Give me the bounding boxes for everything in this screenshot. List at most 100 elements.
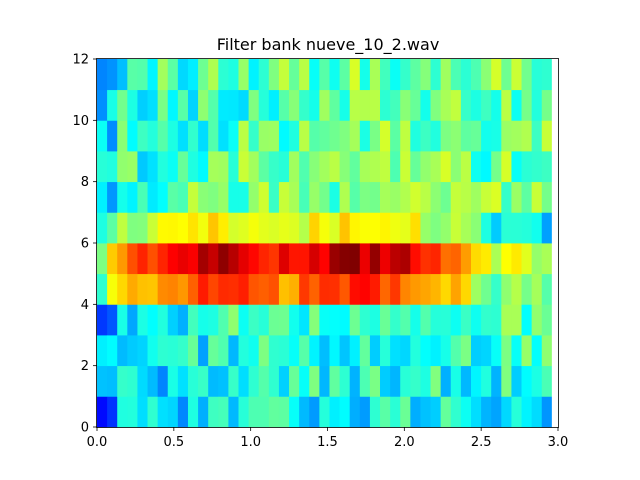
heatmap-cell <box>147 396 159 428</box>
heatmap-cell <box>299 59 310 91</box>
heatmap-cell <box>289 335 300 367</box>
heatmap-cell <box>450 304 462 336</box>
chart-title: Filter bank nueve_10_2.wav <box>217 35 440 55</box>
x-tick-label: 3.0 <box>548 435 569 450</box>
y-tick-label: 8 <box>81 175 89 190</box>
heatmap-cell <box>481 59 492 91</box>
heatmap-cell <box>440 181 452 213</box>
heatmap-cell <box>531 365 543 397</box>
heatmap-cell <box>440 304 452 336</box>
heatmap-cell <box>208 396 219 428</box>
heatmap-cell <box>450 181 462 213</box>
heatmap-cell <box>278 151 290 183</box>
heatmap-cell <box>137 212 148 244</box>
heatmap-cell <box>400 365 411 397</box>
heatmap-cell <box>420 243 431 275</box>
heatmap-cell <box>460 212 472 244</box>
heatmap-cell <box>117 59 128 91</box>
heatmap-cell <box>127 181 138 213</box>
heatmap-cell <box>97 181 108 213</box>
heatmap-cell <box>450 89 462 121</box>
heatmap-cell <box>491 243 502 275</box>
heatmap-cell <box>541 273 553 305</box>
heatmap-cell <box>97 273 108 305</box>
heatmap-cell <box>218 89 229 121</box>
heatmap-cell <box>157 59 169 91</box>
heatmap-cell <box>420 59 431 91</box>
heatmap-cell <box>329 89 340 121</box>
heatmap-cell <box>460 59 472 91</box>
heatmap-cell <box>157 151 169 183</box>
heatmap-cell <box>329 335 340 367</box>
heatmap-cell <box>541 365 553 397</box>
heatmap-cell <box>228 59 239 91</box>
heatmap-cell <box>268 59 280 91</box>
heatmap-cell <box>380 335 391 367</box>
heatmap-cell <box>410 335 421 367</box>
heatmap-cell <box>369 273 381 305</box>
heatmap-cell <box>228 89 239 121</box>
heatmap-cell <box>228 181 239 213</box>
heatmap-cell <box>329 365 340 397</box>
heatmap-cell <box>329 181 340 213</box>
heatmap-cell <box>238 396 250 428</box>
heatmap-cell <box>157 181 169 213</box>
heatmap-cell <box>481 181 492 213</box>
heatmap-cell <box>390 304 401 336</box>
heatmap-cell <box>167 151 179 183</box>
heatmap-cell <box>501 304 512 336</box>
heatmap-cell <box>268 365 280 397</box>
heatmap-cell <box>299 89 310 121</box>
heatmap-cell <box>541 335 553 367</box>
heatmap-cell <box>309 120 320 152</box>
heatmap-cell <box>420 120 431 152</box>
heatmap-cell <box>511 181 522 213</box>
heatmap-cell <box>390 212 401 244</box>
heatmap-cell <box>238 212 250 244</box>
heatmap-cell <box>289 181 300 213</box>
heatmap-cell <box>491 396 502 428</box>
heatmap-cell <box>248 243 260 275</box>
heatmap-cell <box>329 243 340 275</box>
heatmap-cell <box>157 212 169 244</box>
heatmap-cell <box>400 212 411 244</box>
heatmap-cell <box>228 212 239 244</box>
heatmap-cell <box>268 304 280 336</box>
heatmap-cell <box>167 396 179 428</box>
heatmap-cell <box>289 59 300 91</box>
heatmap-cell <box>491 212 502 244</box>
heatmap-cell <box>460 181 472 213</box>
heatmap-cell <box>319 365 330 397</box>
heatmap-cell <box>420 212 431 244</box>
heatmap-cell <box>278 181 290 213</box>
heatmap-cell <box>198 151 209 183</box>
heatmap-cell <box>187 181 199 213</box>
heatmap-cell <box>238 243 250 275</box>
heatmap-cell <box>349 151 361 183</box>
heatmap-cell <box>107 365 118 397</box>
heatmap-cell <box>127 335 138 367</box>
heatmap-cell <box>157 273 169 305</box>
heatmap-cell <box>147 151 159 183</box>
heatmap-cell <box>258 335 270 367</box>
heatmap-cell <box>359 89 371 121</box>
heatmap-cell <box>501 243 512 275</box>
heatmap-cell <box>359 243 371 275</box>
heatmap-cell <box>117 212 128 244</box>
heatmap-cell <box>319 89 330 121</box>
heatmap-cell <box>511 59 522 91</box>
heatmap-cell <box>450 243 462 275</box>
heatmap-cell <box>309 365 320 397</box>
heatmap-cell <box>167 304 179 336</box>
heatmap-cell <box>248 89 260 121</box>
heatmap-cell <box>248 335 260 367</box>
heatmap-cell <box>380 89 391 121</box>
heatmap-cell <box>268 151 280 183</box>
heatmap-cell <box>97 396 108 428</box>
heatmap-cell <box>420 396 431 428</box>
heatmap-cell <box>450 212 462 244</box>
heatmap-cell <box>491 181 502 213</box>
heatmap-cell <box>400 120 411 152</box>
heatmap-cell <box>147 304 159 336</box>
heatmap-cell <box>369 151 381 183</box>
